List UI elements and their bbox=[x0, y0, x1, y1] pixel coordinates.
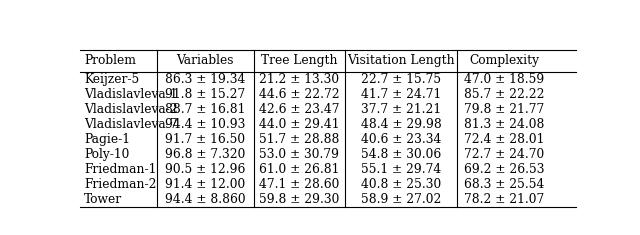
Text: 41.7 ± 24.71: 41.7 ± 24.71 bbox=[361, 88, 442, 101]
Text: 47.1 ± 28.60: 47.1 ± 28.60 bbox=[259, 178, 340, 191]
Text: 68.3 ± 25.54: 68.3 ± 25.54 bbox=[464, 178, 544, 191]
Text: 85.7 ± 22.22: 85.7 ± 22.22 bbox=[464, 88, 545, 101]
Text: 48.4 ± 29.98: 48.4 ± 29.98 bbox=[361, 118, 442, 131]
Text: 72.7 ± 24.70: 72.7 ± 24.70 bbox=[464, 148, 544, 161]
Text: Friedman-1: Friedman-1 bbox=[84, 163, 156, 176]
Text: Pagie-1: Pagie-1 bbox=[84, 133, 130, 146]
Text: 47.0 ± 18.59: 47.0 ± 18.59 bbox=[464, 73, 544, 86]
Text: 42.6 ± 23.47: 42.6 ± 23.47 bbox=[259, 103, 340, 116]
Text: Vladislavleva-7: Vladislavleva-7 bbox=[84, 118, 177, 131]
Text: 91.8 ± 15.27: 91.8 ± 15.27 bbox=[165, 88, 245, 101]
Text: 54.8 ± 30.06: 54.8 ± 30.06 bbox=[361, 148, 442, 161]
Text: Complexity: Complexity bbox=[469, 54, 539, 67]
Text: Tree Length: Tree Length bbox=[261, 54, 338, 67]
Text: 40.8 ± 25.30: 40.8 ± 25.30 bbox=[361, 178, 442, 191]
Text: 21.2 ± 13.30: 21.2 ± 13.30 bbox=[259, 73, 340, 86]
Text: 91.4 ± 12.00: 91.4 ± 12.00 bbox=[165, 178, 245, 191]
Text: 72.4 ± 28.01: 72.4 ± 28.01 bbox=[464, 133, 544, 146]
Text: Poly-10: Poly-10 bbox=[84, 148, 129, 161]
Text: Visitation Length: Visitation Length bbox=[348, 54, 455, 67]
Text: 53.0 ± 30.79: 53.0 ± 30.79 bbox=[259, 148, 339, 161]
Text: Variables: Variables bbox=[177, 54, 234, 67]
Text: Vladislavleva-2: Vladislavleva-2 bbox=[84, 103, 178, 116]
Text: 91.7 ± 16.50: 91.7 ± 16.50 bbox=[165, 133, 245, 146]
Text: Vladislavleva-1: Vladislavleva-1 bbox=[84, 88, 177, 101]
Text: 94.4 ± 8.860: 94.4 ± 8.860 bbox=[165, 193, 246, 206]
Text: 51.7 ± 28.88: 51.7 ± 28.88 bbox=[259, 133, 340, 146]
Text: 88.7 ± 16.81: 88.7 ± 16.81 bbox=[165, 103, 245, 116]
Text: 44.6 ± 22.72: 44.6 ± 22.72 bbox=[259, 88, 340, 101]
Text: Problem: Problem bbox=[84, 54, 136, 67]
Text: 79.8 ± 21.77: 79.8 ± 21.77 bbox=[464, 103, 544, 116]
Text: Tower: Tower bbox=[84, 193, 122, 206]
Text: 58.9 ± 27.02: 58.9 ± 27.02 bbox=[361, 193, 442, 206]
Text: 94.4 ± 10.93: 94.4 ± 10.93 bbox=[165, 118, 245, 131]
Text: 78.2 ± 21.07: 78.2 ± 21.07 bbox=[464, 193, 544, 206]
Text: 44.0 ± 29.41: 44.0 ± 29.41 bbox=[259, 118, 340, 131]
Text: 86.3 ± 19.34: 86.3 ± 19.34 bbox=[165, 73, 245, 86]
Text: 81.3 ± 24.08: 81.3 ± 24.08 bbox=[464, 118, 544, 131]
Text: 40.6 ± 23.34: 40.6 ± 23.34 bbox=[361, 133, 442, 146]
Text: 69.2 ± 26.53: 69.2 ± 26.53 bbox=[464, 163, 545, 176]
Text: Friedman-2: Friedman-2 bbox=[84, 178, 156, 191]
Text: 90.5 ± 12.96: 90.5 ± 12.96 bbox=[165, 163, 245, 176]
Text: Keijzer-5: Keijzer-5 bbox=[84, 73, 140, 86]
Text: 61.0 ± 26.81: 61.0 ± 26.81 bbox=[259, 163, 340, 176]
Text: 37.7 ± 21.21: 37.7 ± 21.21 bbox=[361, 103, 441, 116]
Text: 22.7 ± 15.75: 22.7 ± 15.75 bbox=[361, 73, 441, 86]
Text: 55.1 ± 29.74: 55.1 ± 29.74 bbox=[361, 163, 442, 176]
Text: 59.8 ± 29.30: 59.8 ± 29.30 bbox=[259, 193, 340, 206]
Text: 96.8 ± 7.320: 96.8 ± 7.320 bbox=[165, 148, 245, 161]
